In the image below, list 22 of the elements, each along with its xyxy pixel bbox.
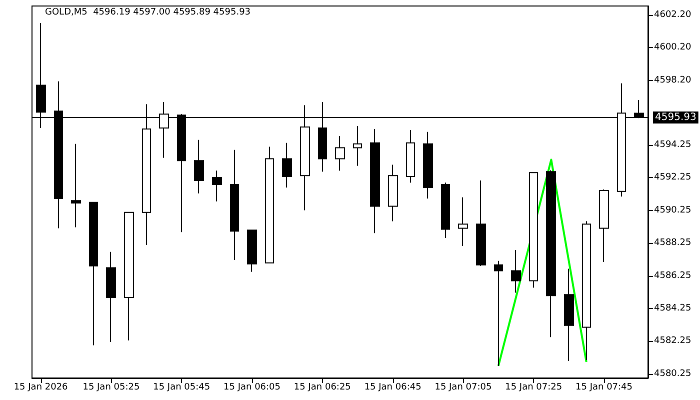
y-tick-label: 4580.25	[654, 368, 692, 379]
y-tick-label: 4600.20	[654, 42, 692, 53]
y-tick-label: 4584.25	[654, 304, 692, 314]
y-tick-label: 4588.25	[654, 238, 692, 248]
y-tick-label: 4598.20	[654, 75, 692, 86]
x-tick-label: 15 Jan 05:25	[82, 382, 140, 392]
x-tick-label: 15 Jan 06:45	[364, 382, 422, 392]
x-tick-label: 15 Jan 07:45	[576, 382, 632, 392]
x-tick-label: 15 Jan 06:05	[224, 382, 280, 392]
y-tick-label: 4582.25	[654, 336, 692, 346]
ref-line-label: 4595.93	[655, 112, 696, 124]
y-tick-label: 4592.25	[654, 172, 692, 183]
x-tick-label: 15 Jan 07:05	[434, 382, 492, 392]
y-tick-label: 4602.20	[654, 10, 692, 20]
x-tick-label: 15 Jan 2026	[14, 382, 68, 392]
y-tick-label: 4594.25	[654, 140, 692, 150]
y-tick-label: 4586.25	[654, 270, 692, 281]
y-tick-label: 4590.25	[654, 205, 692, 216]
x-tick-label: 15 Jan 06:25	[294, 382, 351, 392]
chart-title: GOLD,M5 4596.19 4597.00 4595.89 4595.93	[45, 8, 251, 18]
x-tick-label: 15 Jan 05:45	[153, 382, 210, 392]
x-tick-label: 15 Jan 07:25	[505, 382, 562, 392]
